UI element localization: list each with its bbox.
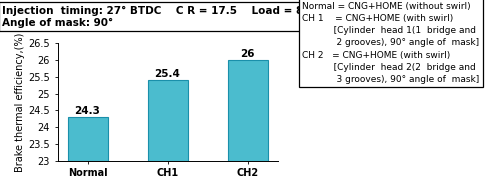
Text: 26: 26 [240, 49, 255, 59]
Text: Normal = CNG+HOME (without swirl)
CH 1    = CNG+HOME (with swirl)
           [Cy: Normal = CNG+HOME (without swirl) CH 1 =… [302, 2, 480, 84]
Bar [228, 60, 268, 161]
Text: Injection  timing: 27° BTDC    C R = 17.5    Load = 80%
Angle of mask: 90°: Injection timing: 27° BTDC C R = 17.5 Lo… [2, 6, 322, 28]
Bar [148, 80, 188, 161]
Text: 25.4: 25.4 [154, 69, 180, 79]
Y-axis label: Brake thermal efficiency,(%): Brake thermal efficiency,(%) [16, 32, 26, 172]
Bar [68, 117, 108, 161]
Text: 24.3: 24.3 [74, 106, 101, 116]
